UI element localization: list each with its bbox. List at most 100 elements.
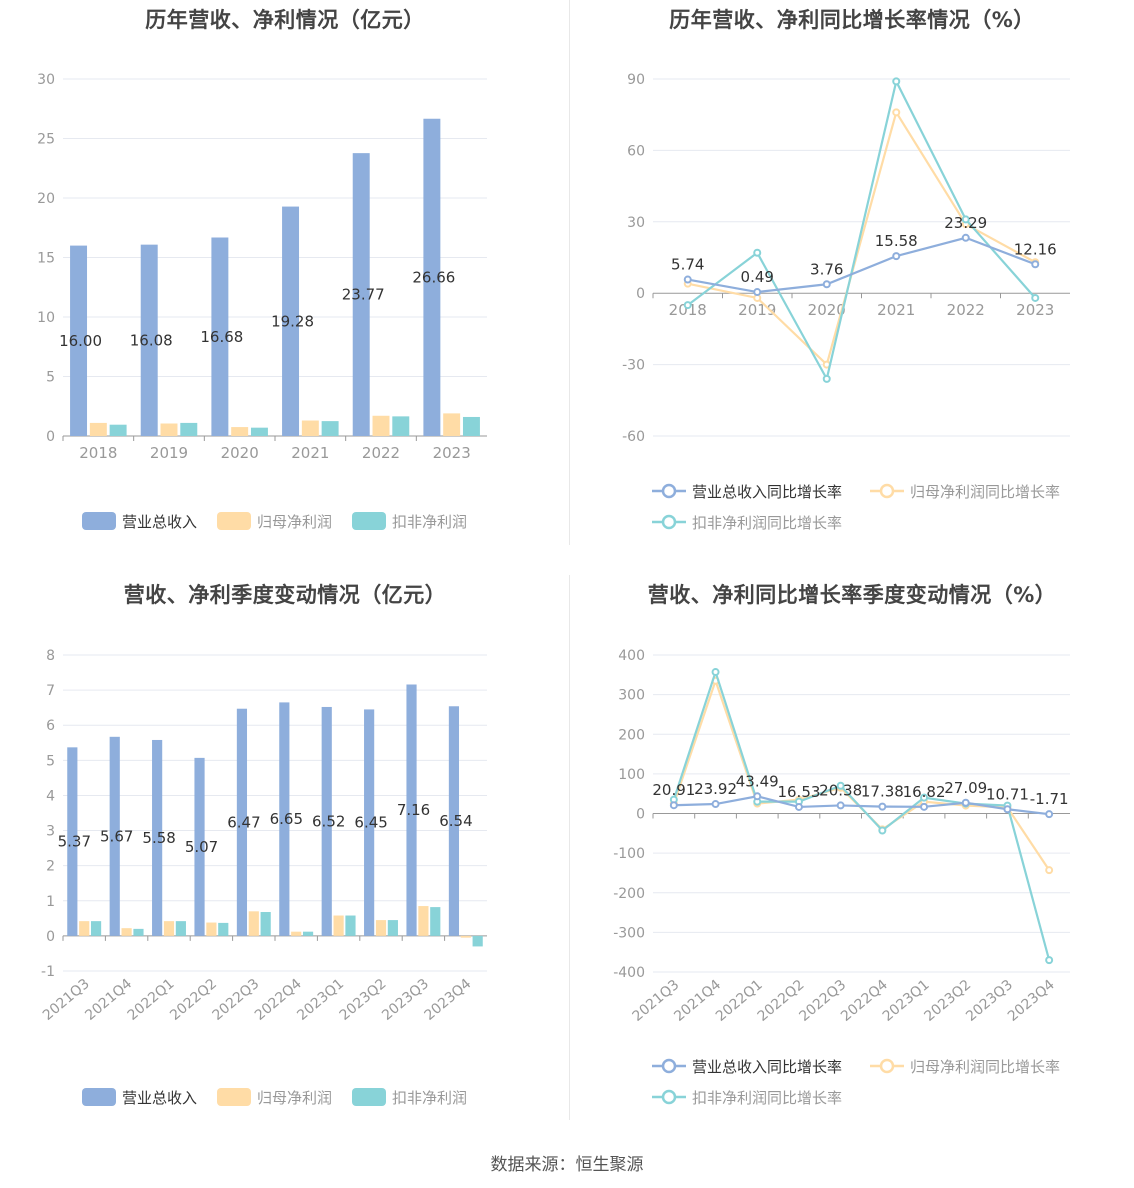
data-label: 5.37: [58, 833, 91, 851]
data-label: 6.54: [439, 812, 472, 830]
legend-marker: [879, 1058, 895, 1074]
data-label: 23.29: [944, 214, 987, 232]
data-point: [961, 215, 970, 224]
data-label: 6.47: [227, 813, 260, 831]
x-tick-label: 2022: [947, 301, 985, 319]
y-tick-label: 0: [636, 807, 645, 823]
bar: [250, 427, 268, 436]
x-tick-label: 2023: [1016, 301, 1054, 319]
y-tick-label: -60: [622, 429, 645, 445]
data-label: 16.68: [200, 328, 243, 346]
series-line: [687, 78, 1037, 382]
data-label: 16.53: [777, 783, 820, 801]
data-label: 6.52: [312, 812, 345, 830]
x-tick-label: 2022Q3: [210, 976, 263, 1024]
data-label: 20.38: [819, 781, 862, 799]
data-point: [836, 781, 845, 790]
data-point: [794, 802, 803, 811]
divider: [569, 0, 570, 545]
y-tick-label: 5: [46, 753, 55, 769]
data-label: 16.82: [903, 783, 946, 801]
series-line: [673, 795, 1050, 816]
y-tick-label: 300: [618, 688, 645, 704]
data-label: 3.76: [810, 260, 843, 278]
data-point: [1031, 293, 1040, 302]
legend-label: 归母净利润: [257, 1089, 332, 1107]
bar: [218, 922, 229, 936]
bar: [472, 935, 483, 947]
legend-marker: [661, 1089, 677, 1105]
x-tick-label: 2021: [291, 444, 329, 462]
data-label: 27.09: [944, 779, 987, 797]
data-point: [892, 108, 901, 117]
chart-title: 营收、净利季度变动情况（亿元）: [123, 583, 447, 607]
legend-label: 扣非净利润同比增长率: [692, 514, 842, 532]
bar: [160, 423, 178, 436]
legend-swatch: [352, 1088, 386, 1106]
bar: [152, 739, 163, 936]
data-point: [1003, 805, 1012, 814]
bar: [180, 422, 198, 436]
bar: [460, 935, 471, 938]
chart-annual-amounts: 历年营收、净利情况（亿元） 0 5 10 15 20 25 30 2018 2019 2020 20…: [0, 0, 570, 560]
legend-marker: [661, 514, 677, 530]
x-tick-label: 2023Q4: [1005, 977, 1058, 1025]
bar: [109, 424, 127, 436]
bar: [90, 921, 102, 936]
x-tick-label: 2022Q4: [252, 976, 305, 1024]
quarterly-amounts-svg: -10123456782021Q32021Q42022Q12022Q22022Q…: [40, 648, 487, 1107]
y-tick-label: 0: [636, 286, 645, 302]
data-point: [711, 668, 720, 677]
data-point: [961, 798, 970, 807]
y-tick-label: 15: [37, 251, 55, 267]
legend-label: 归母净利润: [257, 513, 332, 531]
legend-label: 归母净利润同比增长率: [910, 1058, 1060, 1076]
data-label: 0.49: [741, 268, 774, 286]
data-point: [892, 252, 901, 261]
y-tick-label: 2: [46, 859, 55, 875]
bar: [140, 244, 158, 436]
data-point: [753, 248, 762, 257]
bar: [70, 245, 88, 436]
x-tick-label: 2023: [433, 444, 471, 462]
bar: [423, 118, 441, 436]
legend-label: 营业总收入: [122, 513, 197, 531]
data-point: [753, 288, 762, 297]
legend-marker: [879, 483, 895, 499]
legend-label: 扣非净利润: [392, 1089, 467, 1107]
bar: [194, 757, 205, 936]
data-label: 19.28: [271, 312, 314, 330]
bar: [163, 921, 175, 936]
series-line: [687, 109, 1036, 367]
bar: [375, 920, 387, 936]
bar: [443, 413, 461, 436]
bar: [418, 906, 429, 936]
x-tick-label: 2023Q4: [422, 976, 475, 1024]
data-point: [961, 233, 970, 242]
bar: [206, 922, 217, 936]
bar: [121, 928, 132, 936]
legend-label: 营业总收入同比增长率: [692, 483, 842, 501]
y-tick-label: 3: [46, 824, 55, 840]
x-tick-label: 2021Q4: [82, 976, 135, 1024]
data-point: [1045, 956, 1054, 965]
bar: [302, 931, 314, 936]
data-point: [683, 301, 692, 310]
legend-marker: [661, 483, 677, 499]
bar: [248, 911, 259, 936]
data-label: 5.67: [100, 827, 133, 845]
y-tick-label: 30: [37, 72, 55, 88]
data-label: 6.65: [270, 810, 303, 828]
chart-title: 历年营收、净利同比增长率情况（%）: [669, 8, 1035, 32]
data-point: [822, 280, 831, 289]
y-tick-label: 0: [46, 929, 55, 945]
data-label: 6.45: [354, 814, 387, 832]
legend-label: 扣非净利润: [392, 513, 467, 531]
y-tick-label: 0: [46, 429, 55, 445]
data-label: -1.71: [1030, 790, 1069, 808]
legend-label: 营业总收入同比增长率: [692, 1058, 842, 1076]
bar: [291, 931, 302, 936]
y-tick-label: -300: [613, 925, 645, 941]
x-tick-label: 2023Q3: [379, 976, 432, 1024]
